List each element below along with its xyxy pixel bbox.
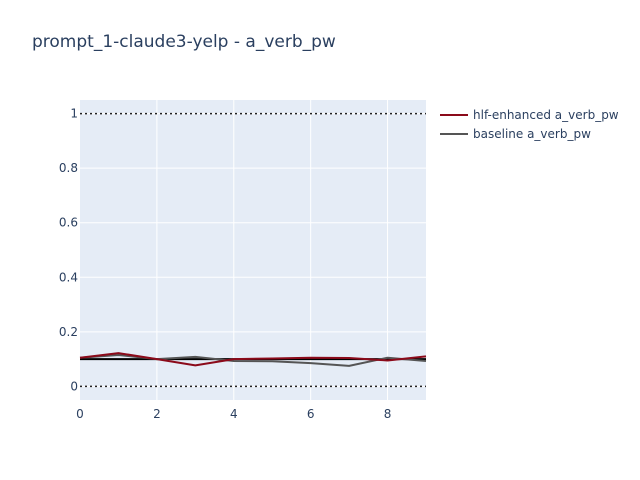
gridlines bbox=[80, 100, 426, 400]
y-tick-label: 0.4 bbox=[59, 270, 78, 284]
plot-background bbox=[80, 100, 426, 400]
y-tick-label: 0 bbox=[70, 379, 78, 393]
x-tick-label: 4 bbox=[230, 407, 238, 421]
legend-label[interactable]: hlf-enhanced a_verb_pw bbox=[473, 108, 619, 122]
legend-label[interactable]: baseline a_verb_pw bbox=[473, 127, 591, 141]
y-axis-ticks: 0 0.2 0.4 0.6 0.8 1 bbox=[59, 107, 78, 394]
y-tick-label: 1 bbox=[70, 107, 78, 121]
series-lines bbox=[79, 352, 427, 367]
y-tick-label: 0.2 bbox=[59, 325, 78, 339]
y-tick-label: 0.6 bbox=[59, 216, 78, 230]
x-tick-label: 0 bbox=[76, 407, 84, 421]
x-tick-label: 2 bbox=[153, 407, 161, 421]
x-axis-ticks: 0 2 4 6 8 bbox=[76, 407, 391, 421]
x-tick-label: 6 bbox=[307, 407, 315, 421]
x-tick-label: 8 bbox=[384, 407, 392, 421]
series-line bbox=[79, 352, 427, 367]
chart-title: prompt_1-claude3-yelp - a_verb_pw bbox=[32, 32, 336, 52]
legend[interactable]: hlf-enhanced a_verb_pw baseline a_verb_pw bbox=[440, 108, 619, 141]
y-tick-label: 0.8 bbox=[59, 161, 78, 175]
